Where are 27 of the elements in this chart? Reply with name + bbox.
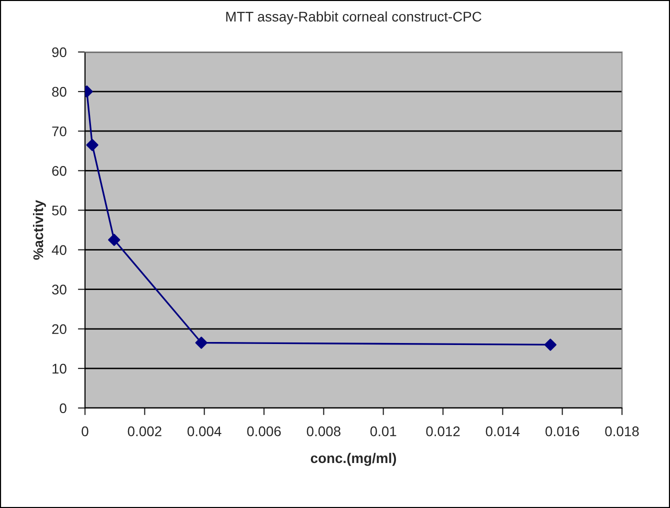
y-axis-title: %activity [32, 200, 46, 260]
x-tick-label: 0.016 [546, 426, 580, 436]
y-tick-label: 10 [52, 364, 66, 374]
x-tick-label: 0.012 [426, 426, 460, 436]
point [544, 338, 556, 351]
y-tick-label: 30 [52, 284, 66, 295]
chart-title: MTT assay-Rabbit corneal construct-CPC [226, 11, 482, 24]
y-tick-label: 70 [52, 126, 66, 136]
y-tick-label: 40 [52, 245, 66, 255]
x-tick-label: 0.006 [247, 426, 281, 436]
x-tick-label: 0.002 [128, 426, 162, 436]
y-tick-label: 50 [52, 206, 66, 216]
x-tick-label: 0.014 [486, 426, 520, 436]
x-tick-label: 0.008 [306, 426, 340, 436]
y-tick-label: 0 [60, 403, 66, 414]
x-tick-label: 0 [82, 426, 88, 436]
y-tick-label: 80 [52, 86, 66, 97]
point [195, 336, 208, 349]
x-tick-label: 0.004 [188, 426, 222, 436]
x-tick-label: 0.01 [370, 426, 396, 436]
x-tick-label: 0.018 [605, 426, 639, 436]
point [86, 138, 98, 152]
y-tick-label: 20 [52, 324, 66, 334]
x-axis-title: conc.(mg/ml) [310, 452, 396, 466]
y-tick-label: 90 [52, 47, 66, 58]
y-tick-label: 60 [52, 166, 66, 176]
point [108, 234, 120, 246]
